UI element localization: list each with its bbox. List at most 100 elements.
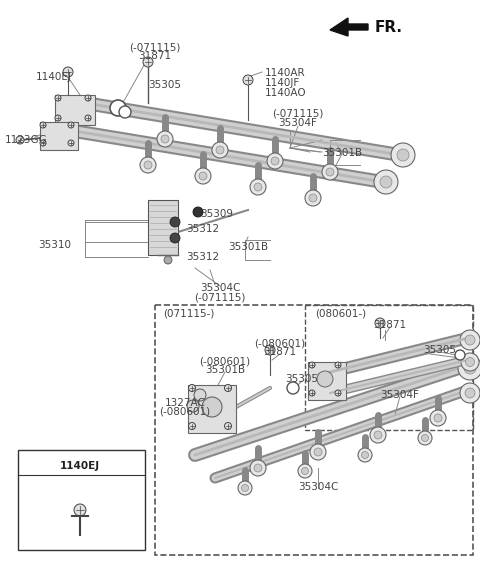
Circle shape xyxy=(55,95,61,101)
Circle shape xyxy=(301,467,309,475)
Text: 35312: 35312 xyxy=(186,224,219,234)
Circle shape xyxy=(466,358,475,367)
Circle shape xyxy=(375,318,385,328)
Circle shape xyxy=(298,464,312,478)
Circle shape xyxy=(199,172,207,180)
Text: (-071115): (-071115) xyxy=(194,292,246,302)
Text: 1327AC: 1327AC xyxy=(165,398,205,408)
Circle shape xyxy=(430,410,446,426)
Circle shape xyxy=(238,481,252,495)
Bar xyxy=(55,95,95,125)
Circle shape xyxy=(397,149,409,161)
Circle shape xyxy=(322,164,338,180)
Circle shape xyxy=(254,183,262,191)
Circle shape xyxy=(310,444,326,460)
Circle shape xyxy=(335,362,341,368)
Circle shape xyxy=(317,371,333,387)
Bar xyxy=(155,305,473,555)
Circle shape xyxy=(187,400,199,412)
Circle shape xyxy=(455,350,465,360)
Circle shape xyxy=(434,414,442,422)
Circle shape xyxy=(309,194,317,202)
Circle shape xyxy=(68,122,74,128)
Circle shape xyxy=(265,345,275,355)
Circle shape xyxy=(370,427,386,443)
Circle shape xyxy=(40,140,46,146)
Circle shape xyxy=(144,161,152,169)
Circle shape xyxy=(254,464,262,472)
Text: 35304C: 35304C xyxy=(298,482,338,492)
Text: 1140AO: 1140AO xyxy=(265,88,307,98)
Circle shape xyxy=(374,431,382,439)
Circle shape xyxy=(225,384,231,391)
Text: 1140EJ: 1140EJ xyxy=(60,461,100,471)
Text: 1140EJ: 1140EJ xyxy=(36,72,72,82)
Circle shape xyxy=(143,57,153,67)
Bar xyxy=(40,122,78,150)
Circle shape xyxy=(164,256,172,264)
Text: 1140AR: 1140AR xyxy=(265,68,306,78)
Circle shape xyxy=(140,157,156,173)
Text: (-080601): (-080601) xyxy=(159,407,211,417)
Circle shape xyxy=(421,435,429,442)
Circle shape xyxy=(250,179,266,195)
Text: 31871: 31871 xyxy=(373,320,407,330)
Text: 35304C: 35304C xyxy=(200,283,240,293)
Bar xyxy=(305,305,473,430)
Text: 35301B: 35301B xyxy=(322,148,362,158)
Bar xyxy=(188,385,236,433)
Circle shape xyxy=(309,390,315,396)
Text: (-071115): (-071115) xyxy=(272,108,324,118)
Circle shape xyxy=(85,115,91,121)
Polygon shape xyxy=(330,18,368,36)
Circle shape xyxy=(460,330,480,350)
Circle shape xyxy=(326,168,334,176)
Circle shape xyxy=(74,504,86,516)
Text: 31871: 31871 xyxy=(264,347,297,357)
Text: 31871: 31871 xyxy=(138,51,171,61)
Circle shape xyxy=(464,362,476,374)
Circle shape xyxy=(195,168,211,184)
Text: (071115-): (071115-) xyxy=(163,309,215,319)
Text: 35304F: 35304F xyxy=(278,118,317,128)
Text: 1123GG: 1123GG xyxy=(5,135,48,145)
Circle shape xyxy=(189,384,195,391)
Circle shape xyxy=(212,142,228,158)
Circle shape xyxy=(361,451,369,459)
Circle shape xyxy=(380,176,392,188)
Circle shape xyxy=(194,389,206,401)
Text: 35301B: 35301B xyxy=(228,242,268,252)
Circle shape xyxy=(189,423,195,430)
Text: 35305: 35305 xyxy=(286,374,319,384)
Text: (-080601): (-080601) xyxy=(199,356,251,366)
Circle shape xyxy=(157,131,173,147)
Circle shape xyxy=(243,75,253,85)
Circle shape xyxy=(170,217,180,227)
Circle shape xyxy=(202,397,222,417)
Circle shape xyxy=(358,448,372,462)
Circle shape xyxy=(465,388,475,398)
Circle shape xyxy=(250,460,266,476)
Circle shape xyxy=(461,353,479,371)
Circle shape xyxy=(55,115,61,121)
Bar xyxy=(308,362,346,400)
Bar xyxy=(148,200,178,255)
Text: 35305: 35305 xyxy=(423,345,456,355)
Circle shape xyxy=(16,136,24,144)
Text: (-071115): (-071115) xyxy=(129,42,180,52)
Circle shape xyxy=(63,67,73,77)
Text: 35304F: 35304F xyxy=(381,390,420,400)
Circle shape xyxy=(287,382,299,394)
Circle shape xyxy=(241,484,249,491)
Circle shape xyxy=(110,100,126,116)
Circle shape xyxy=(314,448,322,456)
Circle shape xyxy=(68,140,74,146)
Circle shape xyxy=(271,157,279,165)
Text: 1140JF: 1140JF xyxy=(265,78,300,88)
Text: (-080601): (-080601) xyxy=(254,338,306,348)
Text: 35309: 35309 xyxy=(200,209,233,219)
Circle shape xyxy=(309,362,315,368)
Circle shape xyxy=(40,122,46,128)
Text: 35301B: 35301B xyxy=(205,365,245,375)
Circle shape xyxy=(460,383,480,403)
